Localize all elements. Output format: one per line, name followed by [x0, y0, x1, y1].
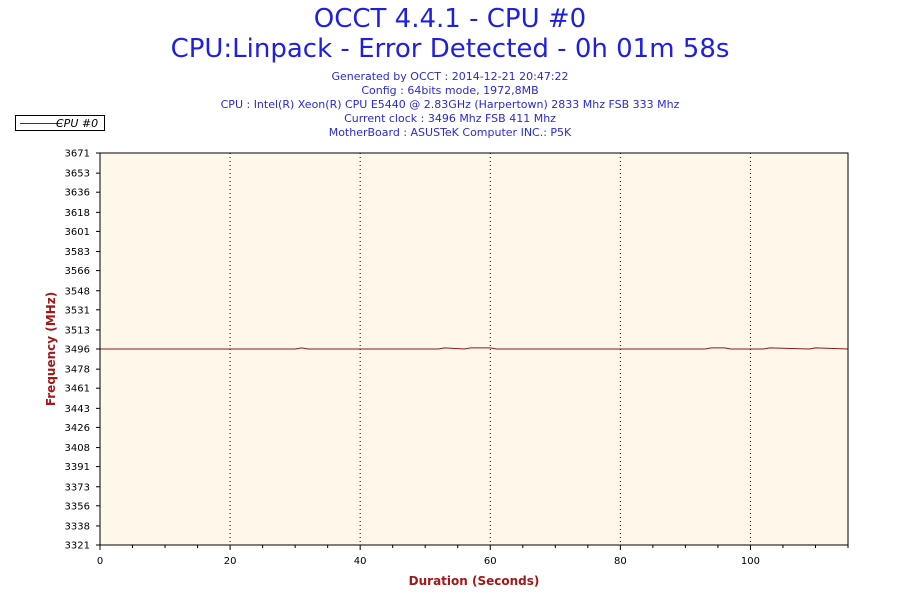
- x-axis: 0 20 40 60 80 100: [97, 545, 849, 567]
- y-tick-label-3583: 3583: [65, 247, 90, 258]
- x-tick-label-40: 40: [354, 556, 367, 567]
- y-axis-label: Frequency (MHz): [44, 292, 58, 406]
- chart-legend: CPU #0: [15, 115, 105, 131]
- y-tick-label-3653: 3653: [65, 169, 90, 180]
- y-tick-label-3478: 3478: [65, 365, 90, 376]
- legend-label-cpu0: CPU #0: [56, 117, 99, 130]
- y-tick-label-3443: 3443: [65, 404, 90, 415]
- x-tick-label-0: 0: [97, 556, 103, 567]
- y-tick-label-3408: 3408: [65, 443, 90, 454]
- y-tick-label-3531: 3531: [65, 305, 90, 316]
- plot-frame: [99, 152, 849, 546]
- x-tick-label-60: 60: [484, 556, 497, 567]
- legend-swatch-cpu0: [20, 123, 62, 124]
- y-tick-label-3496: 3496: [65, 345, 90, 356]
- y-tick-label-3461: 3461: [65, 384, 90, 395]
- y-tick-label-3548: 3548: [65, 286, 90, 297]
- chart-subtitle: CPU:Linpack - Error Detected - 0h 01m 58…: [170, 34, 730, 64]
- info-cpu: CPU : Intel(R) Xeon(R) CPU E5440 @ 2.83G…: [220, 98, 680, 111]
- x-tick-label-20: 20: [224, 556, 237, 567]
- y-tick-label-3391: 3391: [65, 462, 90, 473]
- series-line-cpu0: [100, 347, 849, 350]
- y-tick-label-3671: 3671: [65, 149, 90, 160]
- y-tick-label-3618: 3618: [65, 208, 90, 219]
- y-tick-label-3601: 3601: [65, 227, 90, 238]
- y-tick-label-3426: 3426: [65, 423, 90, 434]
- y-tick-label-3356: 3356: [65, 501, 90, 512]
- x-axis-label: Duration (Seconds): [409, 574, 540, 588]
- info-current-clock: Current clock : 3496 Mhz FSB 411 Mhz: [344, 112, 556, 125]
- info-motherboard: MotherBoard : ASUSTeK Computer INC.: P5K: [328, 126, 572, 139]
- y-tick-label-3513: 3513: [65, 325, 90, 336]
- info-config: Config : 64bits mode, 1972,8MB: [361, 84, 539, 97]
- chart-title: OCCT 4.4.1 - CPU #0: [313, 4, 587, 34]
- info-generated: Generated by OCCT : 2014-12-21 20:47:22: [331, 70, 569, 83]
- y-axis: 3321 3338 3356 3373 3391 3408 3426 3443 3461 3478…: [65, 149, 100, 552]
- y-tick-label-3321: 3321: [65, 541, 90, 552]
- y-tick-label-3373: 3373: [65, 482, 90, 493]
- x-tick-label-100: 100: [741, 556, 760, 567]
- y-tick-label-3338: 3338: [65, 521, 90, 532]
- y-tick-label-3636: 3636: [65, 188, 90, 199]
- x-tick-label-80: 80: [614, 556, 627, 567]
- y-tick-label-3566: 3566: [65, 266, 90, 277]
